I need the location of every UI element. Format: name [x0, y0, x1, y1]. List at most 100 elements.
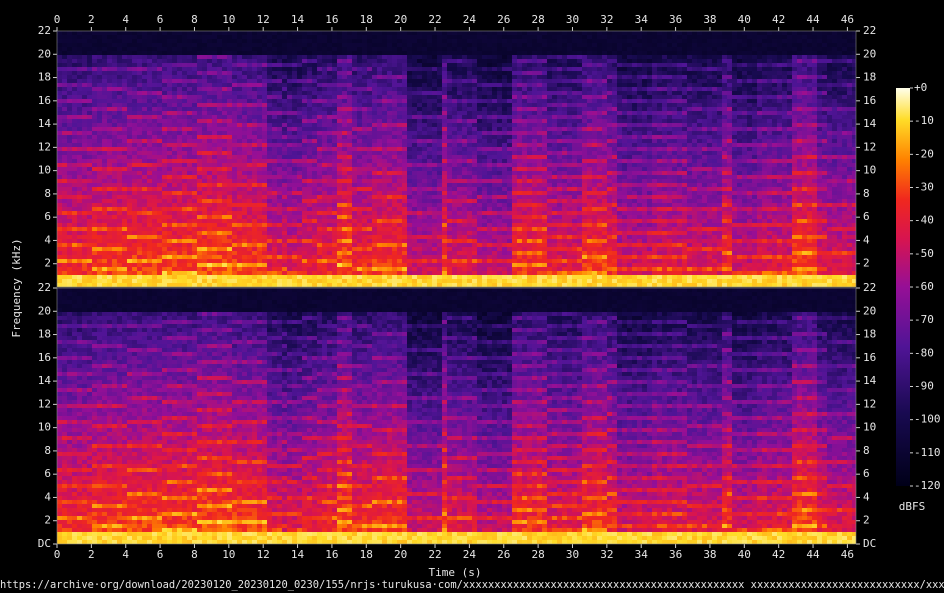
spectrogram-cell: [232, 199, 237, 203]
spectrogram-cell: [142, 167, 147, 171]
spectrogram-cell: [407, 191, 412, 195]
spectrogram-cell: [272, 259, 277, 263]
spectrogram-cell: [422, 115, 427, 119]
spectrogram-cell: [137, 147, 142, 151]
spectrogram-cell: [242, 123, 247, 127]
spectrogram-cell: [367, 211, 372, 215]
spectrogram-cell: [302, 243, 307, 247]
spectrogram-cell: [382, 107, 387, 111]
spectrogram-cell: [367, 55, 372, 59]
spectrogram-cell: [327, 255, 332, 259]
spectrogram-cell: [187, 179, 192, 183]
spectrogram-cell: [442, 195, 447, 199]
spectrogram-cell: [307, 267, 312, 271]
spectrogram-cell: [237, 171, 242, 175]
spectrogram-cell: [252, 279, 257, 283]
spectrogram-cell: [192, 159, 197, 163]
spectrogram-cell: [127, 255, 132, 259]
spectrogram-cell: [122, 131, 127, 135]
spectrogram-cell: [172, 35, 177, 39]
spectrogram-cell: [372, 211, 377, 215]
spectrogram-cell: [412, 147, 417, 151]
spectrogram-cell: [72, 111, 77, 115]
spectrogram-cell: [427, 219, 432, 223]
spectrogram-cell: [337, 63, 342, 67]
spectrogram-cell: [262, 235, 267, 239]
spectrogram-cell: [357, 267, 362, 271]
spectrogram-cell: [337, 67, 342, 71]
spectrogram-cell: [72, 115, 77, 119]
spectrogram-cell: [317, 223, 322, 227]
spectrogram-cell: [372, 135, 377, 139]
spectrogram-cell: [392, 39, 397, 43]
spectrogram-cell: [412, 131, 417, 135]
spectrogram-cell: [72, 155, 77, 159]
spectrogram-cell: [422, 91, 427, 95]
spectrogram-cell: [182, 275, 187, 279]
spectrogram-cell: [227, 119, 232, 123]
spectrogram-cell: [67, 79, 72, 83]
spectrogram-cell: [157, 71, 162, 75]
spectrogram-cell: [347, 259, 352, 263]
spectrogram-cell: [277, 63, 282, 67]
spectrogram-cell: [317, 211, 322, 215]
spectrogram-cell: [62, 103, 67, 107]
spectrogram-cell: [402, 199, 407, 203]
spectrogram-cell: [147, 259, 152, 263]
spectrogram-cell: [147, 207, 152, 211]
spectrogram-cell: [372, 79, 377, 83]
spectrogram-cell: [102, 179, 107, 183]
spectrogram-cell: [142, 187, 147, 191]
spectrogram-cell: [157, 255, 162, 259]
spectrogram-cell: [337, 143, 342, 147]
spectrogram-cell: [157, 239, 162, 243]
spectrogram-cell: [97, 247, 102, 251]
spectrogram-cell: [317, 119, 322, 123]
spectrogram-cell: [312, 31, 317, 35]
spectrogram-cell: [217, 203, 222, 207]
spectrogram-cell: [117, 123, 122, 127]
spectrogram-cell: [192, 87, 197, 91]
spectrogram-cell: [297, 235, 302, 239]
spectrogram-cell: [87, 119, 92, 123]
spectrogram-cell: [382, 255, 387, 259]
spectrogram-cell: [337, 47, 342, 51]
spectrogram-cell: [167, 35, 172, 39]
spectrogram-cell: [392, 71, 397, 75]
spectrogram-cell: [237, 39, 242, 43]
spectrogram-cell: [312, 247, 317, 251]
spectrogram-cell: [262, 127, 267, 131]
spectrogram-cell: [132, 239, 137, 243]
spectrogram-cell: [312, 151, 317, 155]
spectrogram-cell: [342, 195, 347, 199]
spectrogram-cell: [207, 107, 212, 111]
spectrogram-cell: [387, 159, 392, 163]
spectrogram-cell: [322, 227, 327, 231]
spectrogram-cell: [97, 215, 102, 219]
spectrogram-cell: [102, 95, 107, 99]
spectrogram-cell: [362, 183, 367, 187]
spectrogram-cell: [177, 267, 182, 271]
spectrogram-cell: [227, 199, 232, 203]
spectrogram-cell: [97, 191, 102, 195]
spectrogram-cell: [407, 183, 412, 187]
spectrogram-cell: [97, 119, 102, 123]
spectrogram-cell: [342, 251, 347, 255]
spectrogram-cell: [312, 91, 317, 95]
spectrogram-cell: [362, 123, 367, 127]
spectrogram-cell: [77, 211, 82, 215]
spectrogram-cell: [157, 99, 162, 103]
spectrogram-cell: [77, 47, 82, 51]
spectrogram-cell: [267, 163, 272, 167]
spectrogram-cell: [182, 35, 187, 39]
spectrogram-cell: [122, 95, 127, 99]
spectrogram-cell: [402, 147, 407, 151]
spectrogram-cell: [357, 127, 362, 131]
spectrogram-cell: [247, 111, 252, 115]
spectrogram-cell: [442, 271, 447, 275]
spectrogram-cell: [347, 235, 352, 239]
spectrogram-cell: [372, 95, 377, 99]
spectrogram-cell: [132, 139, 137, 143]
spectrogram-cell: [232, 159, 237, 163]
spectrogram-cell: [277, 87, 282, 91]
